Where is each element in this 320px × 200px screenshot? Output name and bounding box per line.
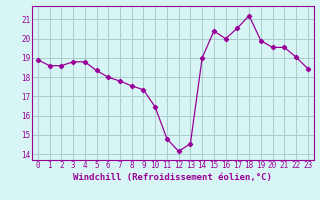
X-axis label: Windchill (Refroidissement éolien,°C): Windchill (Refroidissement éolien,°C) — [73, 173, 272, 182]
